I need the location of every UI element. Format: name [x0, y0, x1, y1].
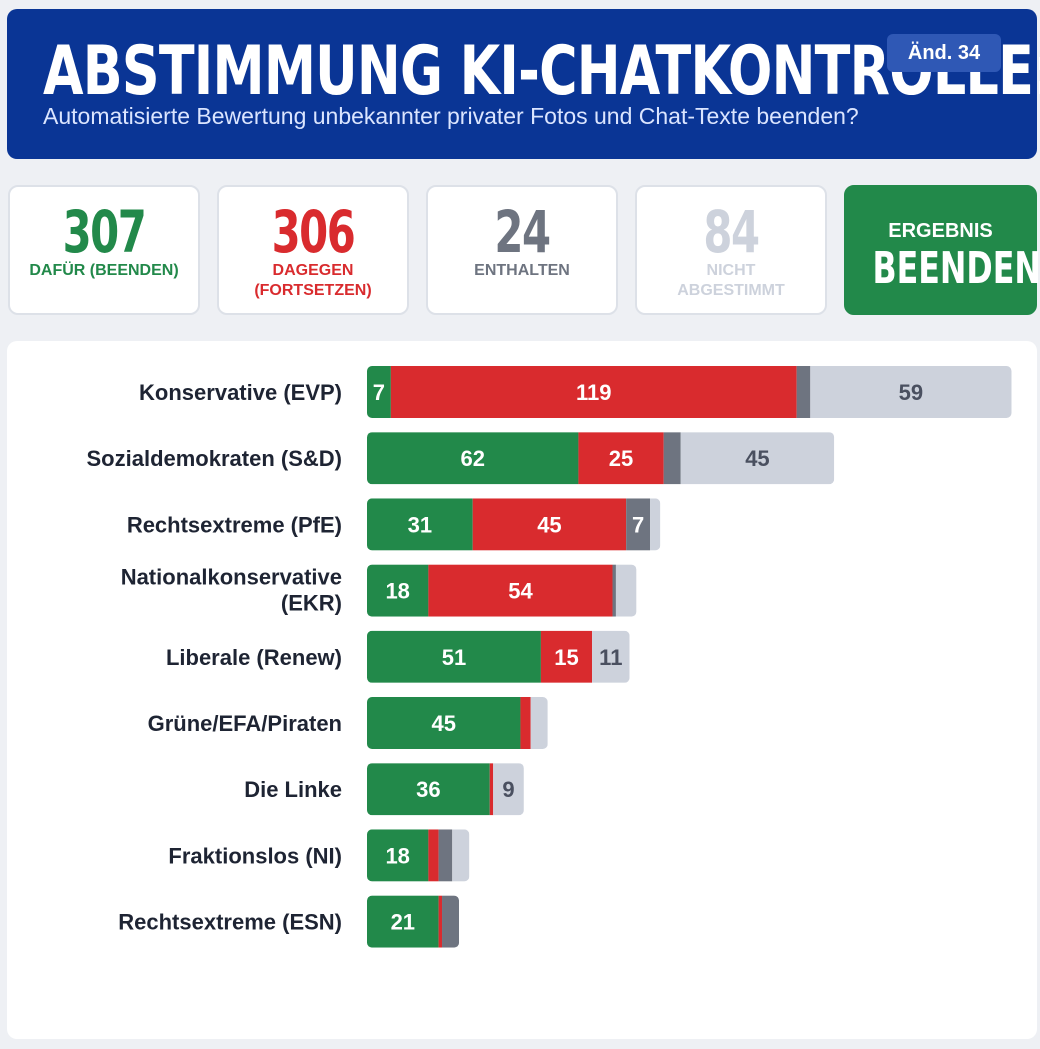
value-label-gr-ne-efa-piraten-daf-r-beenden: 45 — [431, 711, 455, 736]
category-label-fraktionslos-ni: Fraktionslos (NI) — [168, 843, 342, 868]
not-voted-label: NICHT ABGESTIMMT — [641, 261, 821, 301]
for-label: DAFÜR (BEENDEN) — [29, 262, 179, 279]
category-label-nationalkonservative-ekr: Nationalkonservative (EKR) — [121, 565, 342, 616]
chart-panel: Konservative (EVP) 7 119 59 Sozialdemokraten… — [7, 341, 1037, 1039]
for-count: 307 — [62, 198, 147, 266]
summary-card-abstain: 24 ENTHALTEN — [426, 185, 618, 315]
bar-segment-die-linke-nicht-abgestimmt — [493, 763, 524, 816]
bar-segment-rechtsextreme-pfe-daf-r-beenden — [367, 498, 473, 551]
bar-group-liberale-renew — [367, 630, 630, 683]
against-count: 306 — [271, 198, 356, 266]
bar-group-nationalkonservative-ekr — [367, 564, 637, 617]
bar-group-die-linke — [367, 763, 524, 816]
bar-segment-die-linke-dagegen-fortsetzen — [489, 763, 494, 816]
bar-segment-konservative-evp-enthalten — [796, 366, 811, 418]
bar-segment-sozialdemokraten-s-d-daf-r-beenden — [367, 432, 579, 485]
value-label-rechtsextreme-esn-daf-r-beenden: 21 — [391, 910, 415, 935]
value-label-konservative-evp-daf-r-beenden: 7 — [373, 380, 385, 405]
bar-group-fraktionslos-ni — [367, 829, 470, 882]
bar-segment-liberale-renew-dagegen-fortsetzen — [540, 630, 593, 683]
value-label-liberale-renew-nicht-abgestimmt: 11 — [599, 645, 622, 670]
header-banner: ABSTIMMUNG KI-CHATKONTROLLE: Automatisie… — [7, 9, 1040, 159]
summary-card-for: 307 DAFÜR (BEENDEN) — [8, 185, 200, 315]
summary-card-against: 306 DAGEGEN (FORTSETZEN) — [217, 185, 409, 315]
bar-segment-sozialdemokraten-s-d-enthalten — [663, 432, 681, 485]
party-vote-chart: Konservative (EVP) 7 119 59Sozialdemokraten… — [87, 366, 1012, 948]
category-label-liberale-renew: Liberale (Renew) — [166, 645, 342, 670]
value-label-liberale-renew-daf-r-beenden: 51 — [442, 645, 466, 670]
bar-segment-rechtsextreme-pfe-dagegen-fortsetzen — [472, 498, 627, 551]
not-voted-count: 84 — [703, 198, 760, 266]
bar-segment-gr-ne-efa-piraten-nicht-abgestimmt — [530, 697, 548, 749]
bar-segment-nationalkonservative-ekr-nicht-abgestimmt — [615, 564, 637, 617]
bar-segment-liberale-renew-daf-r-beenden — [367, 630, 541, 683]
bar-segment-rechtsextreme-esn-enthalten — [442, 895, 460, 948]
value-label-rechtsextreme-pfe-dagegen-fortsetzen: 45 — [537, 512, 561, 537]
category-label-sozialdemokraten-s-d: Sozialdemokraten (S&D) — [87, 446, 343, 471]
not-voted-label-line1: NICHT — [706, 262, 756, 279]
value-label-fraktionslos-ni-daf-r-beenden: 18 — [385, 843, 409, 868]
bar-segment-die-linke-daf-r-beenden — [367, 763, 490, 816]
bar-segment-fraktionslos-ni-nicht-abgestimmt — [452, 829, 470, 882]
category-label-rechtsextreme-pfe: Rechtsextreme (PfE) — [127, 512, 342, 537]
bar-segment-sozialdemokraten-s-d-nicht-abgestimmt — [680, 432, 835, 485]
bar-segment-gr-ne-efa-piraten-dagegen-fortsetzen — [520, 697, 531, 749]
result-value: BEENDEN — [872, 243, 1040, 294]
bar-segment-rechtsextreme-esn-dagegen-fortsetzen — [438, 895, 443, 948]
bar-group-gr-ne-efa-piraten — [367, 697, 548, 749]
bar-group-sozialdemokraten-s-d — [367, 432, 835, 485]
bar-segment-nationalkonservative-ekr-daf-r-beenden — [367, 564, 429, 617]
value-label-konservative-evp-nicht-abgestimmt: 59 — [899, 380, 923, 405]
summary-card-not-voted: 84 NICHT ABGESTIMMT — [635, 185, 827, 315]
value-label-nationalkonservative-ekr-daf-r-beenden: 18 — [385, 579, 409, 604]
against-label-line1: DAGEGEN — [272, 262, 354, 279]
result-label: ERGEBNIS — [888, 220, 993, 242]
abstain-label: ENTHALTEN — [474, 262, 570, 279]
bar-segment-nationalkonservative-ekr-enthalten — [612, 564, 616, 617]
value-label-die-linke-daf-r-beenden: 36 — [416, 777, 440, 802]
value-label-die-linke-nicht-abgestimmt: 9 — [502, 777, 514, 802]
bar-segment-fraktionslos-ni-enthalten — [438, 829, 453, 882]
bar-segment-rechtsextreme-esn-daf-r-beenden — [367, 895, 439, 948]
against-label: DAGEGEN (FORTSETZEN) — [223, 261, 403, 301]
not-voted-label-line2: ABGESTIMMT — [677, 282, 785, 299]
bar-segment-nationalkonservative-ekr-dagegen-fortsetzen — [428, 564, 613, 617]
bar-segment-gr-ne-efa-piraten-daf-r-beenden — [367, 697, 521, 749]
bar-segment-sozialdemokraten-s-d-dagegen-fortsetzen — [578, 432, 664, 485]
value-label-nationalkonservative-ekr-dagegen-fortsetzen: 54 — [508, 579, 533, 604]
bar-group-rechtsextreme-esn — [367, 895, 460, 948]
value-label-sozialdemokraten-s-d-nicht-abgestimmt: 45 — [745, 446, 769, 471]
bar-group-konservative-evp — [367, 366, 1012, 418]
page-title: ABSTIMMUNG KI-CHATKONTROLLE: — [43, 32, 1040, 111]
value-label-konservative-evp-dagegen-fortsetzen: 119 — [576, 380, 612, 405]
value-label-liberale-renew-dagegen-fortsetzen: 15 — [554, 645, 578, 670]
summary-card-result: ERGEBNIS BEENDEN — [844, 185, 1040, 315]
abstain-count: 24 — [494, 198, 551, 266]
page-subtitle: Automatisierte Bewertung unbekannter pri… — [43, 103, 859, 129]
bar-segment-fraktionslos-ni-daf-r-beenden — [367, 829, 429, 882]
against-label-line2: (FORTSETZEN) — [254, 282, 372, 299]
category-label-rechtsextreme-esn: Rechtsextreme (ESN) — [118, 910, 342, 935]
amendment-badge: Änd. 34 — [887, 34, 1001, 72]
value-label-sozialdemokraten-s-d-dagegen-fortsetzen: 25 — [609, 446, 633, 471]
category-label-die-linke: Die Linke — [244, 777, 342, 802]
bar-segment-liberale-renew-nicht-abgestimmt — [592, 630, 630, 683]
bar-group-rechtsextreme-pfe — [367, 498, 661, 551]
bar-segment-rechtsextreme-pfe-enthalten — [626, 498, 651, 551]
value-label-rechtsextreme-pfe-daf-r-beenden: 31 — [408, 512, 432, 537]
category-label-gr-ne-efa-piraten: Grüne/EFA/Piraten — [148, 711, 342, 736]
value-label-sozialdemokraten-s-d-daf-r-beenden: 62 — [460, 446, 484, 471]
value-label-rechtsextreme-pfe-enthalten: 7 — [632, 512, 644, 537]
bar-segment-konservative-evp-nicht-abgestimmt — [810, 366, 1012, 418]
category-label-konservative-evp: Konservative (EVP) — [139, 380, 342, 405]
bar-segment-konservative-evp-daf-r-beenden — [367, 366, 391, 418]
bar-segment-konservative-evp-dagegen-fortsetzen — [390, 366, 797, 418]
bar-segment-rechtsextreme-pfe-nicht-abgestimmt — [650, 498, 661, 551]
bar-segment-fraktionslos-ni-dagegen-fortsetzen — [428, 829, 439, 882]
